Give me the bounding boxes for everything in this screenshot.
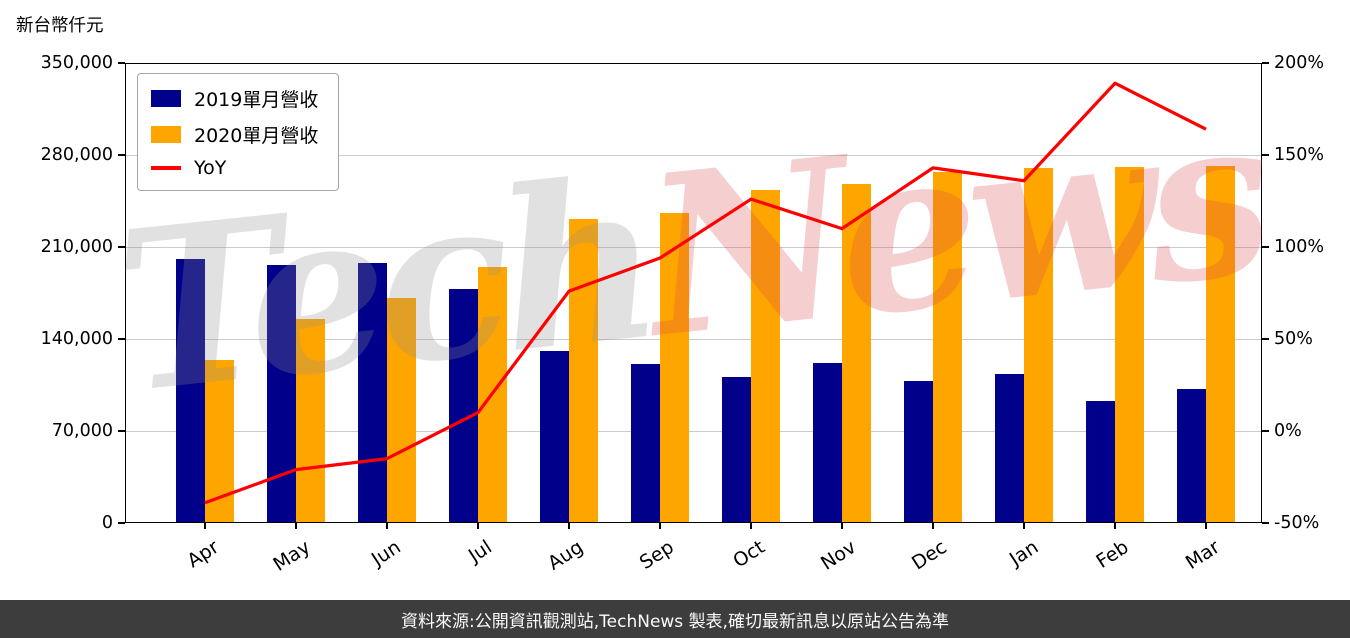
x-axis-tick bbox=[841, 523, 843, 529]
right-axis-tick bbox=[1262, 522, 1269, 524]
x-axis-tick bbox=[386, 523, 388, 529]
x-axis-tick bbox=[750, 523, 752, 529]
bar-2019-jan bbox=[995, 374, 1024, 523]
x-axis-tick bbox=[295, 523, 297, 529]
y-axis-label-left: 280,000 bbox=[40, 145, 113, 165]
x-axis-tick bbox=[1205, 523, 1207, 529]
x-tick-label: Feb bbox=[1092, 536, 1133, 573]
left-axis-tick bbox=[118, 522, 125, 524]
y-axis-label-left: 70,000 bbox=[51, 421, 113, 441]
y-axis-label-left: 0 bbox=[101, 513, 113, 533]
left-axis-tick bbox=[118, 430, 125, 432]
left-axis-tick bbox=[118, 154, 125, 156]
bar-2019-feb bbox=[1086, 400, 1115, 523]
bar-2020-mar bbox=[1206, 165, 1235, 523]
bar-2020-dec bbox=[933, 172, 962, 523]
x-tick-label: Oct bbox=[729, 536, 769, 573]
x-axis-tick bbox=[477, 523, 479, 529]
bar-2019-aug bbox=[540, 350, 569, 523]
y-axis-label-right: 150% bbox=[1274, 145, 1325, 165]
x-tick-label: Apr bbox=[183, 536, 223, 573]
left-axis-tick bbox=[118, 246, 125, 248]
bar-2019-dec bbox=[904, 381, 933, 523]
bar-2019-jul bbox=[449, 289, 478, 523]
x-axis-tick bbox=[204, 523, 206, 529]
legend-swatch-yoy bbox=[151, 166, 181, 170]
bar-2019-mar bbox=[1177, 388, 1206, 523]
x-axis-tick bbox=[659, 523, 661, 529]
bar-2020-jun bbox=[387, 298, 416, 523]
gridline bbox=[125, 62, 1262, 64]
y-axis-label-left: 140,000 bbox=[40, 329, 113, 349]
bar-2020-aug bbox=[569, 219, 598, 523]
legend: 2019單月營收 2020單月營收 YoY bbox=[137, 73, 340, 191]
y-axis-label-right: 200% bbox=[1274, 53, 1325, 73]
x-tick-label: Nov bbox=[816, 536, 860, 575]
gridline bbox=[125, 246, 1262, 248]
x-tick-label: Jul bbox=[464, 536, 496, 567]
bar-2020-jan bbox=[1024, 168, 1053, 523]
left-axis-tick bbox=[118, 62, 125, 64]
y-axis-label-right: 50% bbox=[1274, 329, 1313, 349]
x-tick-label: Mar bbox=[1181, 536, 1224, 574]
bar-2020-may bbox=[296, 319, 325, 523]
bar-2020-sep bbox=[660, 212, 689, 523]
y-axis-label-right: 100% bbox=[1274, 237, 1325, 257]
legend-item-yoy: YoY bbox=[151, 157, 318, 179]
x-axis-tick bbox=[568, 523, 570, 529]
x-axis-tick bbox=[932, 523, 934, 529]
legend-swatch-2020 bbox=[151, 126, 181, 143]
bar-2019-apr bbox=[176, 258, 205, 523]
x-axis-tick bbox=[1114, 523, 1116, 529]
bar-2019-nov bbox=[813, 362, 842, 523]
yoy-line bbox=[204, 81, 1207, 505]
bar-2019-may bbox=[267, 265, 296, 523]
legend-swatch-2019 bbox=[151, 90, 181, 107]
bar-2020-apr bbox=[205, 360, 234, 523]
x-tick-label: Jan bbox=[1005, 536, 1042, 571]
bar-2020-jul bbox=[478, 266, 507, 523]
bar-2019-jun bbox=[358, 262, 387, 523]
legend-label-2020: 2020單月營收 bbox=[194, 125, 319, 147]
legend-item-2019: 2019單月營收 bbox=[151, 85, 318, 112]
bar-2020-oct bbox=[751, 190, 780, 523]
bar-2020-nov bbox=[842, 183, 871, 523]
right-axis-tick bbox=[1262, 246, 1269, 248]
x-tick-label: May bbox=[269, 536, 314, 576]
right-axis-tick bbox=[1262, 430, 1269, 432]
left-axis-tick bbox=[118, 338, 125, 340]
x-tick-label: Jun bbox=[368, 536, 405, 571]
legend-label-yoy: YoY bbox=[194, 157, 227, 179]
y-axis-label-left: 210,000 bbox=[40, 237, 113, 257]
x-tick-label: Aug bbox=[543, 536, 587, 575]
y-axis-label-right: 0% bbox=[1274, 421, 1302, 441]
y-axis-label-right: -50% bbox=[1274, 513, 1320, 533]
bar-2019-oct bbox=[722, 377, 751, 523]
x-tick-label: Sep bbox=[635, 536, 678, 574]
source-footer: 資料來源:公開資訊觀測站,TechNews 製表,確切最新訊息以原站公告為準 bbox=[0, 600, 1350, 638]
y-axis-unit-label: 新台幣仟元 bbox=[16, 16, 104, 36]
right-axis-tick bbox=[1262, 154, 1269, 156]
legend-label-2019: 2019單月營收 bbox=[194, 89, 319, 111]
right-axis-tick bbox=[1262, 62, 1269, 64]
right-axis-tick bbox=[1262, 338, 1269, 340]
x-axis-tick bbox=[1023, 523, 1025, 529]
x-tick-label: Dec bbox=[908, 536, 951, 575]
bar-2020-feb bbox=[1115, 166, 1144, 523]
legend-item-2020: 2020單月營收 bbox=[151, 121, 318, 148]
y-axis-label-left: 350,000 bbox=[40, 53, 113, 73]
bar-2019-sep bbox=[631, 363, 660, 523]
